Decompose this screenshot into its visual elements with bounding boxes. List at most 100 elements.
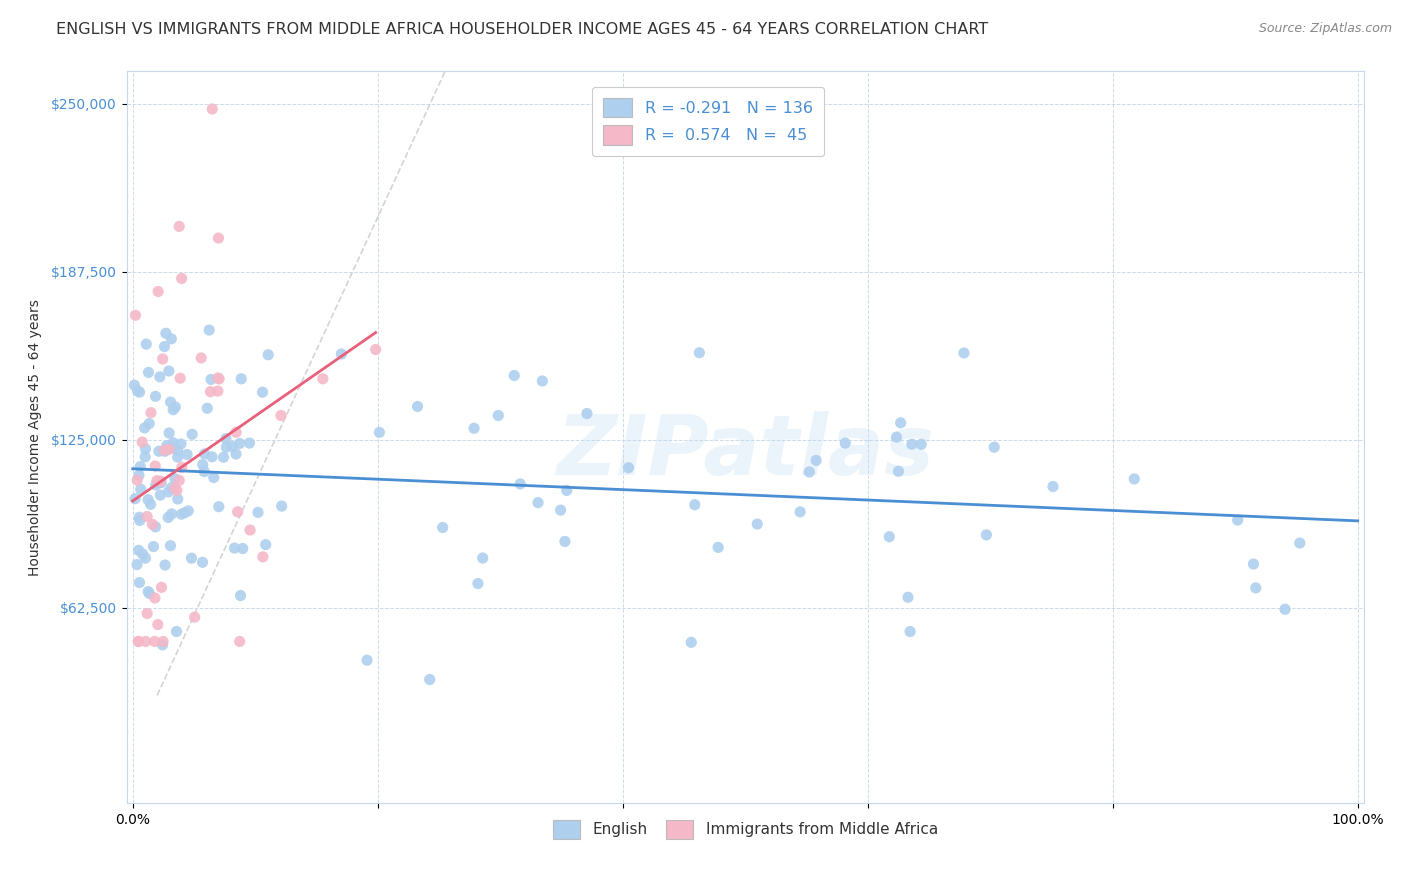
Point (170, 507, 193, 521)
Point (1042, 479, 1064, 493)
Point (139, 497, 162, 511)
Point (131, 547, 153, 561)
Point (1288, 536, 1310, 550)
Point (550, 503, 572, 517)
Point (212, 450, 235, 465)
Point (162, 402, 184, 417)
Point (134, 442, 156, 456)
Point (246, 505, 269, 519)
Point (152, 638, 174, 652)
Point (127, 473, 149, 487)
Point (228, 436, 250, 450)
Point (167, 219, 190, 234)
Point (157, 364, 180, 378)
Point (901, 437, 924, 451)
Point (128, 513, 150, 527)
Point (183, 610, 205, 624)
Point (683, 498, 706, 512)
Point (127, 384, 149, 398)
Point (887, 464, 910, 478)
Point (239, 523, 262, 537)
Point (215, 440, 238, 454)
Point (160, 332, 183, 346)
Point (155, 326, 177, 341)
Point (134, 421, 156, 435)
Point (152, 634, 174, 648)
Point (886, 430, 908, 444)
Point (215, 432, 238, 446)
Point (160, 441, 183, 455)
Point (898, 624, 921, 639)
Point (193, 447, 215, 461)
Legend: English, Immigrants from Middle Africa: English, Immigrants from Middle Africa (546, 813, 945, 847)
Point (200, 384, 222, 399)
Point (330, 347, 353, 361)
Point (1244, 581, 1267, 595)
Point (124, 491, 146, 506)
Point (149, 369, 172, 384)
Point (141, 517, 163, 532)
Point (200, 372, 222, 386)
Point (153, 443, 176, 458)
Point (467, 576, 489, 591)
Point (208, 500, 231, 514)
Point (799, 465, 821, 479)
Point (136, 492, 159, 507)
Point (165, 400, 187, 414)
Point (554, 534, 576, 549)
Point (131, 435, 153, 450)
Point (138, 586, 160, 600)
Point (145, 389, 167, 403)
Point (124, 308, 146, 322)
Point (163, 472, 186, 486)
Point (139, 406, 162, 420)
Point (1226, 513, 1249, 527)
Point (897, 591, 920, 605)
Point (191, 458, 214, 472)
Point (270, 409, 292, 423)
Point (166, 483, 188, 498)
Point (134, 450, 156, 464)
Point (707, 541, 730, 555)
Point (555, 483, 578, 498)
Point (531, 374, 554, 388)
Point (368, 425, 391, 440)
Point (173, 506, 195, 520)
Point (129, 482, 152, 496)
Point (166, 443, 188, 458)
Point (228, 634, 250, 648)
Point (238, 436, 260, 450)
Point (127, 634, 149, 648)
Point (207, 231, 229, 245)
Point (160, 507, 183, 521)
Point (463, 421, 485, 435)
Point (138, 417, 160, 431)
Point (198, 323, 221, 337)
Point (127, 634, 149, 648)
Point (225, 425, 247, 440)
Point (983, 440, 1005, 454)
Point (136, 509, 159, 524)
Point (135, 634, 157, 648)
Point (207, 371, 229, 385)
Point (150, 580, 173, 594)
Point (156, 442, 179, 456)
Point (143, 634, 166, 648)
Point (270, 499, 292, 513)
Point (789, 505, 811, 519)
Point (153, 558, 176, 572)
Point (806, 453, 828, 467)
Point (356, 653, 378, 667)
Text: ZIPatlas: ZIPatlas (557, 411, 934, 492)
Point (143, 458, 166, 473)
Point (229, 589, 252, 603)
Point (128, 543, 150, 558)
Point (177, 504, 200, 518)
Point (953, 346, 976, 360)
Point (202, 470, 225, 484)
Point (1243, 557, 1265, 571)
Point (747, 517, 769, 532)
Point (136, 607, 159, 621)
Point (129, 459, 152, 474)
Point (152, 351, 174, 366)
